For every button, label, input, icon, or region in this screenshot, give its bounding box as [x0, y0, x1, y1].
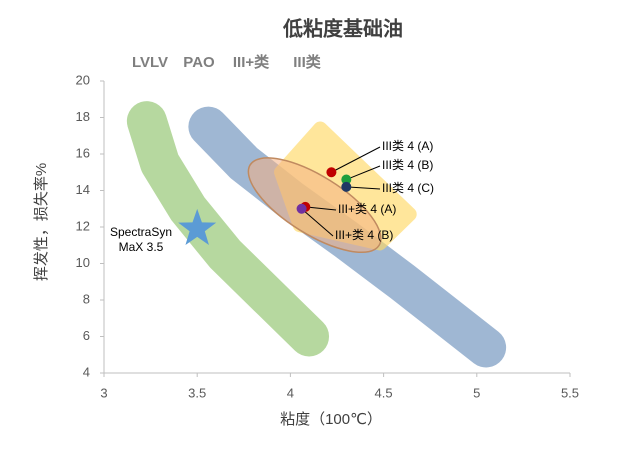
legend-label: LVLV: [132, 54, 168, 71]
y-tick-label: 18: [76, 109, 90, 124]
leader-line: [331, 146, 381, 173]
point-label: III类 4 (B): [382, 158, 433, 172]
y-tick-label: 10: [76, 255, 90, 270]
legend-label: PAO: [183, 54, 215, 71]
y-tick-label: 6: [83, 328, 90, 343]
point: [296, 203, 307, 214]
x-axis-label: 粘度（100℃）: [280, 411, 382, 428]
y-tick-label: 8: [83, 291, 90, 306]
point-label: III+类 4 (A): [338, 202, 396, 216]
x-tick-label: 4.5: [375, 385, 393, 400]
y-tick-label: 12: [76, 218, 90, 233]
chart-title: 低粘度基础油: [282, 16, 403, 40]
y-axis-label: 挥发性，损失率%: [33, 163, 50, 281]
x-tick-label: 5.5: [561, 385, 579, 400]
point-label: III+类 4 (B): [335, 228, 393, 242]
leader-line: [305, 206, 337, 211]
y-tick-label: 16: [76, 145, 90, 160]
leader-line: [301, 208, 334, 237]
point-label: III类 4 (C): [382, 181, 434, 195]
leader-line: [346, 165, 381, 181]
x-tick-label: 5: [473, 385, 480, 400]
band: [126, 101, 330, 357]
star-label: SpectraSyn: [110, 225, 172, 239]
leader-line: [346, 186, 381, 190]
y-tick-label: 20: [76, 72, 90, 87]
x-tick-label: 3.5: [188, 385, 206, 400]
region: [247, 157, 382, 254]
point: [341, 174, 352, 185]
y-tick-label: 14: [76, 182, 90, 197]
point-label: III类 4 (A): [382, 139, 433, 153]
point: [326, 167, 337, 178]
y-tick-label: 4: [83, 364, 90, 379]
x-tick-label: 4: [287, 385, 294, 400]
star-label: MaX 3.5: [119, 240, 164, 254]
point: [341, 181, 352, 192]
star-marker: [178, 208, 217, 246]
legend-label: III+类: [233, 53, 270, 71]
legend-label: III类: [293, 53, 322, 71]
x-tick-label: 3: [100, 385, 107, 400]
